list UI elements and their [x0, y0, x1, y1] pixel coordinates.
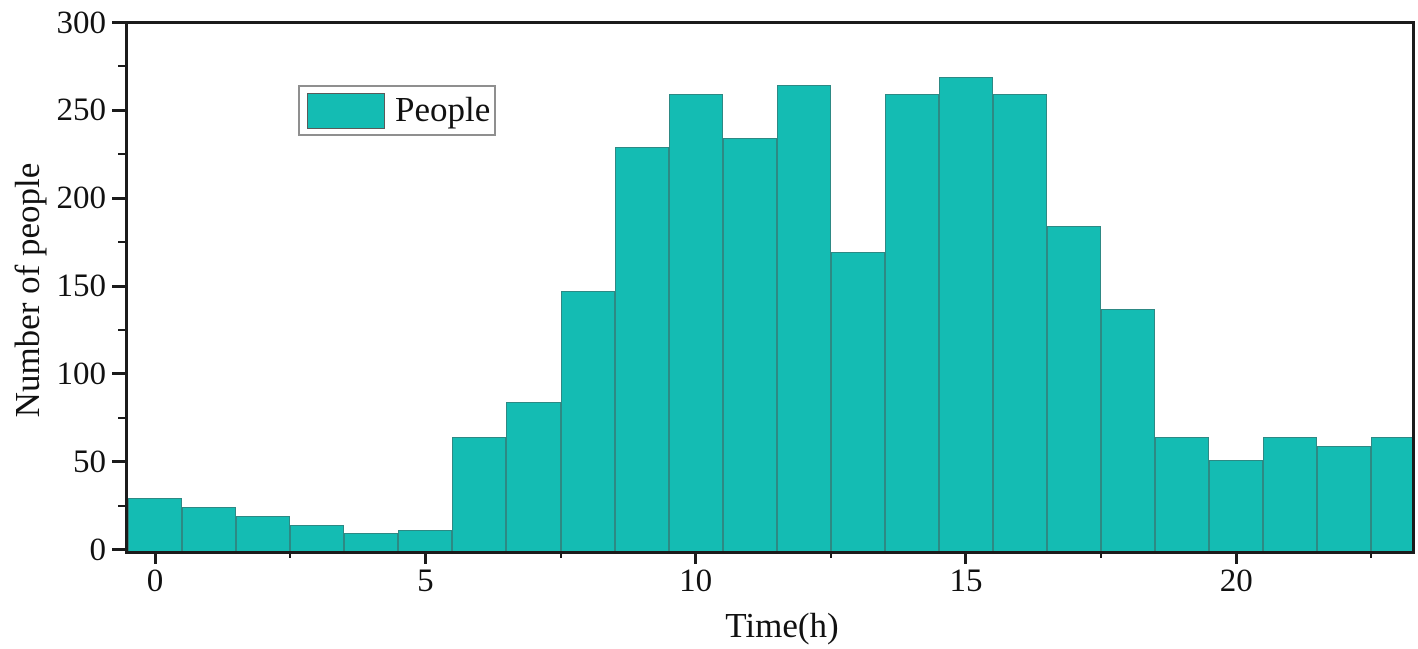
bar-hour-19 — [1155, 436, 1210, 551]
bar-hour-9 — [614, 146, 669, 551]
x-major-tick — [423, 551, 427, 564]
x-minor-tick — [829, 551, 832, 558]
bars-layer — [128, 24, 1412, 551]
bar-hour-5 — [398, 529, 453, 551]
y-minor-tick — [118, 504, 125, 507]
y-tick-label: 150 — [56, 268, 107, 304]
bar-hour-0 — [128, 498, 183, 551]
y-major-tick — [112, 108, 125, 112]
y-minor-tick — [118, 153, 125, 156]
x-tick-label: 5 — [417, 563, 434, 599]
y-tick-label: 0 — [89, 531, 107, 568]
x-minor-tick — [559, 551, 562, 558]
legend-swatch — [307, 93, 385, 129]
y-minor-tick — [118, 328, 125, 331]
plot-area: People — [125, 21, 1415, 554]
bar-hour-10 — [668, 94, 723, 551]
x-minor-tick — [289, 551, 292, 558]
x-axis-title: Time(h) — [725, 606, 839, 645]
y-major-tick — [112, 21, 125, 24]
x-major-tick — [1234, 551, 1238, 564]
y-minor-tick — [118, 416, 125, 419]
legend-box: People — [298, 85, 496, 136]
bar-hour-3 — [290, 524, 345, 551]
y-major-tick — [112, 196, 125, 200]
x-tick-label: 0 — [146, 563, 164, 599]
y-minor-tick — [118, 65, 125, 68]
bar-hour-4 — [344, 533, 399, 551]
bar-hour-23 — [1371, 436, 1412, 551]
bar-hour-6 — [452, 436, 507, 551]
bar-hour-11 — [722, 138, 777, 551]
x-major-tick — [153, 551, 157, 564]
x-major-tick — [694, 551, 698, 564]
y-tick-label: 200 — [56, 180, 107, 217]
bar-hour-16 — [993, 94, 1048, 551]
bar-hour-13 — [830, 252, 885, 551]
y-tick-label: 250 — [56, 92, 107, 129]
x-tick-label: 15 — [949, 563, 983, 599]
x-tick-label: 10 — [679, 563, 713, 599]
bar-hour-22 — [1317, 445, 1372, 551]
legend-label: People — [395, 90, 491, 129]
bar-hour-21 — [1263, 436, 1318, 551]
bar-hour-18 — [1101, 308, 1156, 551]
bar-hour-17 — [1047, 226, 1102, 551]
y-tick-label: 100 — [56, 355, 107, 392]
bar-hour-14 — [884, 94, 939, 551]
y-major-tick — [112, 548, 125, 551]
y-tick-label: 300 — [56, 4, 107, 41]
x-minor-tick — [1100, 551, 1103, 558]
bar-hour-7 — [506, 401, 561, 551]
y-major-tick — [112, 372, 125, 376]
bar-hour-15 — [938, 76, 993, 551]
bar-hour-12 — [776, 85, 831, 551]
bar-hour-1 — [182, 507, 237, 551]
y-tick-label: 50 — [73, 443, 106, 480]
y-major-tick — [112, 284, 125, 288]
bar-hour-20 — [1209, 459, 1264, 551]
x-tick-label: 20 — [1219, 563, 1253, 599]
x-minor-tick — [1370, 551, 1373, 558]
bar-hour-8 — [560, 291, 615, 551]
bar-hour-2 — [236, 515, 291, 551]
y-minor-tick — [118, 241, 125, 244]
y-major-tick — [112, 460, 125, 464]
x-major-tick — [964, 551, 968, 564]
